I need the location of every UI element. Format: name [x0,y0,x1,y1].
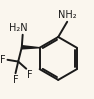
Text: F: F [13,75,18,85]
Text: F: F [0,55,6,65]
Text: H₂N: H₂N [9,22,28,32]
Text: F: F [27,70,33,80]
Polygon shape [22,46,40,49]
Text: NH₂: NH₂ [58,10,77,20]
